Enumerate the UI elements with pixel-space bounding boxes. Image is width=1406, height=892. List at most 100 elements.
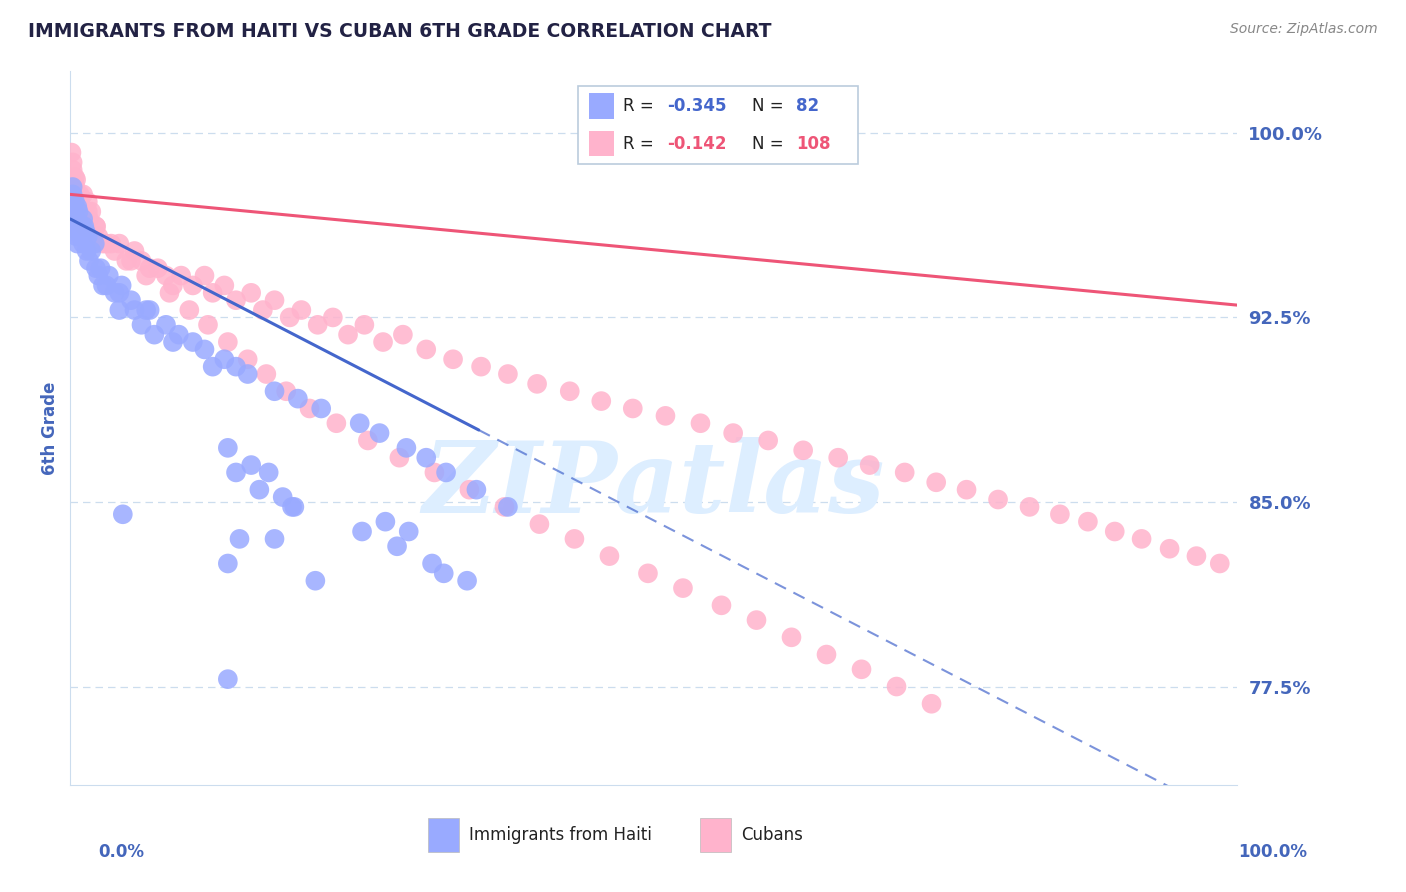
Point (138, 303, 160, 318)
Point (371, 334, 394, 349)
Point (1018, 500, 1040, 514)
Point (225, 293, 247, 308)
Point (307, 318, 329, 332)
Point (815, 648, 838, 662)
Point (357, 434, 380, 448)
Point (66, 187, 89, 202)
Point (97, 268, 120, 283)
Point (263, 384, 285, 399)
Point (146, 261, 169, 276)
Point (1209, 557, 1232, 571)
Point (80, 204, 103, 219)
Point (374, 515, 396, 529)
Point (73, 204, 96, 219)
Point (564, 532, 586, 546)
Point (637, 566, 659, 581)
Point (65, 194, 87, 209)
Point (987, 492, 1010, 507)
Point (181, 334, 204, 349)
Point (76, 229, 98, 244)
Point (529, 517, 551, 532)
Point (96, 278, 118, 293)
Point (67, 204, 90, 219)
Point (558, 384, 581, 399)
Point (349, 416, 371, 430)
Point (104, 285, 127, 300)
Point (120, 253, 142, 268)
Point (90, 261, 112, 276)
Point (77, 253, 100, 268)
Point (63, 170, 86, 185)
Point (84, 261, 107, 276)
Point (91, 236, 114, 251)
Point (325, 416, 347, 430)
Point (263, 293, 285, 308)
Point (72, 187, 94, 202)
Point (75, 219, 97, 234)
Point (201, 359, 224, 374)
Point (62, 180, 84, 194)
Point (87, 268, 110, 283)
Point (591, 394, 613, 409)
Point (155, 268, 177, 283)
Point (63, 222, 86, 236)
Point (73, 219, 96, 234)
Point (827, 450, 849, 465)
Point (217, 557, 239, 571)
Point (893, 466, 915, 480)
Point (167, 327, 190, 342)
Point (689, 416, 711, 430)
Point (278, 310, 301, 325)
Point (63, 178, 86, 192)
Point (925, 475, 948, 490)
Point (100, 236, 122, 251)
Point (62, 155, 84, 169)
Point (62, 187, 84, 202)
Point (120, 293, 142, 308)
Point (225, 466, 247, 480)
Point (69, 187, 91, 202)
Point (392, 327, 415, 342)
Point (283, 500, 305, 514)
Point (225, 359, 247, 374)
Point (921, 697, 943, 711)
Point (62, 219, 84, 234)
Point (1049, 508, 1071, 522)
Point (1159, 541, 1181, 556)
Point (465, 483, 488, 497)
Point (111, 508, 134, 522)
Point (67, 214, 90, 228)
Point (76, 244, 98, 258)
Point (415, 450, 437, 465)
Point (276, 384, 298, 399)
Point (271, 490, 294, 504)
Point (263, 532, 285, 546)
Point (352, 524, 374, 539)
Point (75, 224, 97, 238)
Point (108, 303, 131, 318)
Point (62, 180, 84, 194)
Point (69, 217, 91, 231)
Point (76, 204, 98, 219)
Point (214, 352, 236, 367)
Point (654, 409, 676, 423)
Point (66, 236, 89, 251)
Point (138, 261, 160, 276)
Point (72, 236, 94, 251)
Point (886, 680, 908, 694)
Point (87, 229, 110, 244)
Point (955, 483, 977, 497)
Point (322, 310, 344, 325)
Point (135, 303, 157, 318)
Point (162, 278, 184, 293)
Point (526, 376, 548, 391)
Point (84, 219, 107, 234)
Point (287, 392, 309, 406)
Point (65, 172, 87, 186)
Point (84, 219, 107, 234)
Point (159, 285, 181, 300)
Text: 0.0%: 0.0% (98, 843, 145, 861)
Point (108, 285, 131, 300)
Point (385, 539, 408, 553)
Point (458, 483, 481, 497)
